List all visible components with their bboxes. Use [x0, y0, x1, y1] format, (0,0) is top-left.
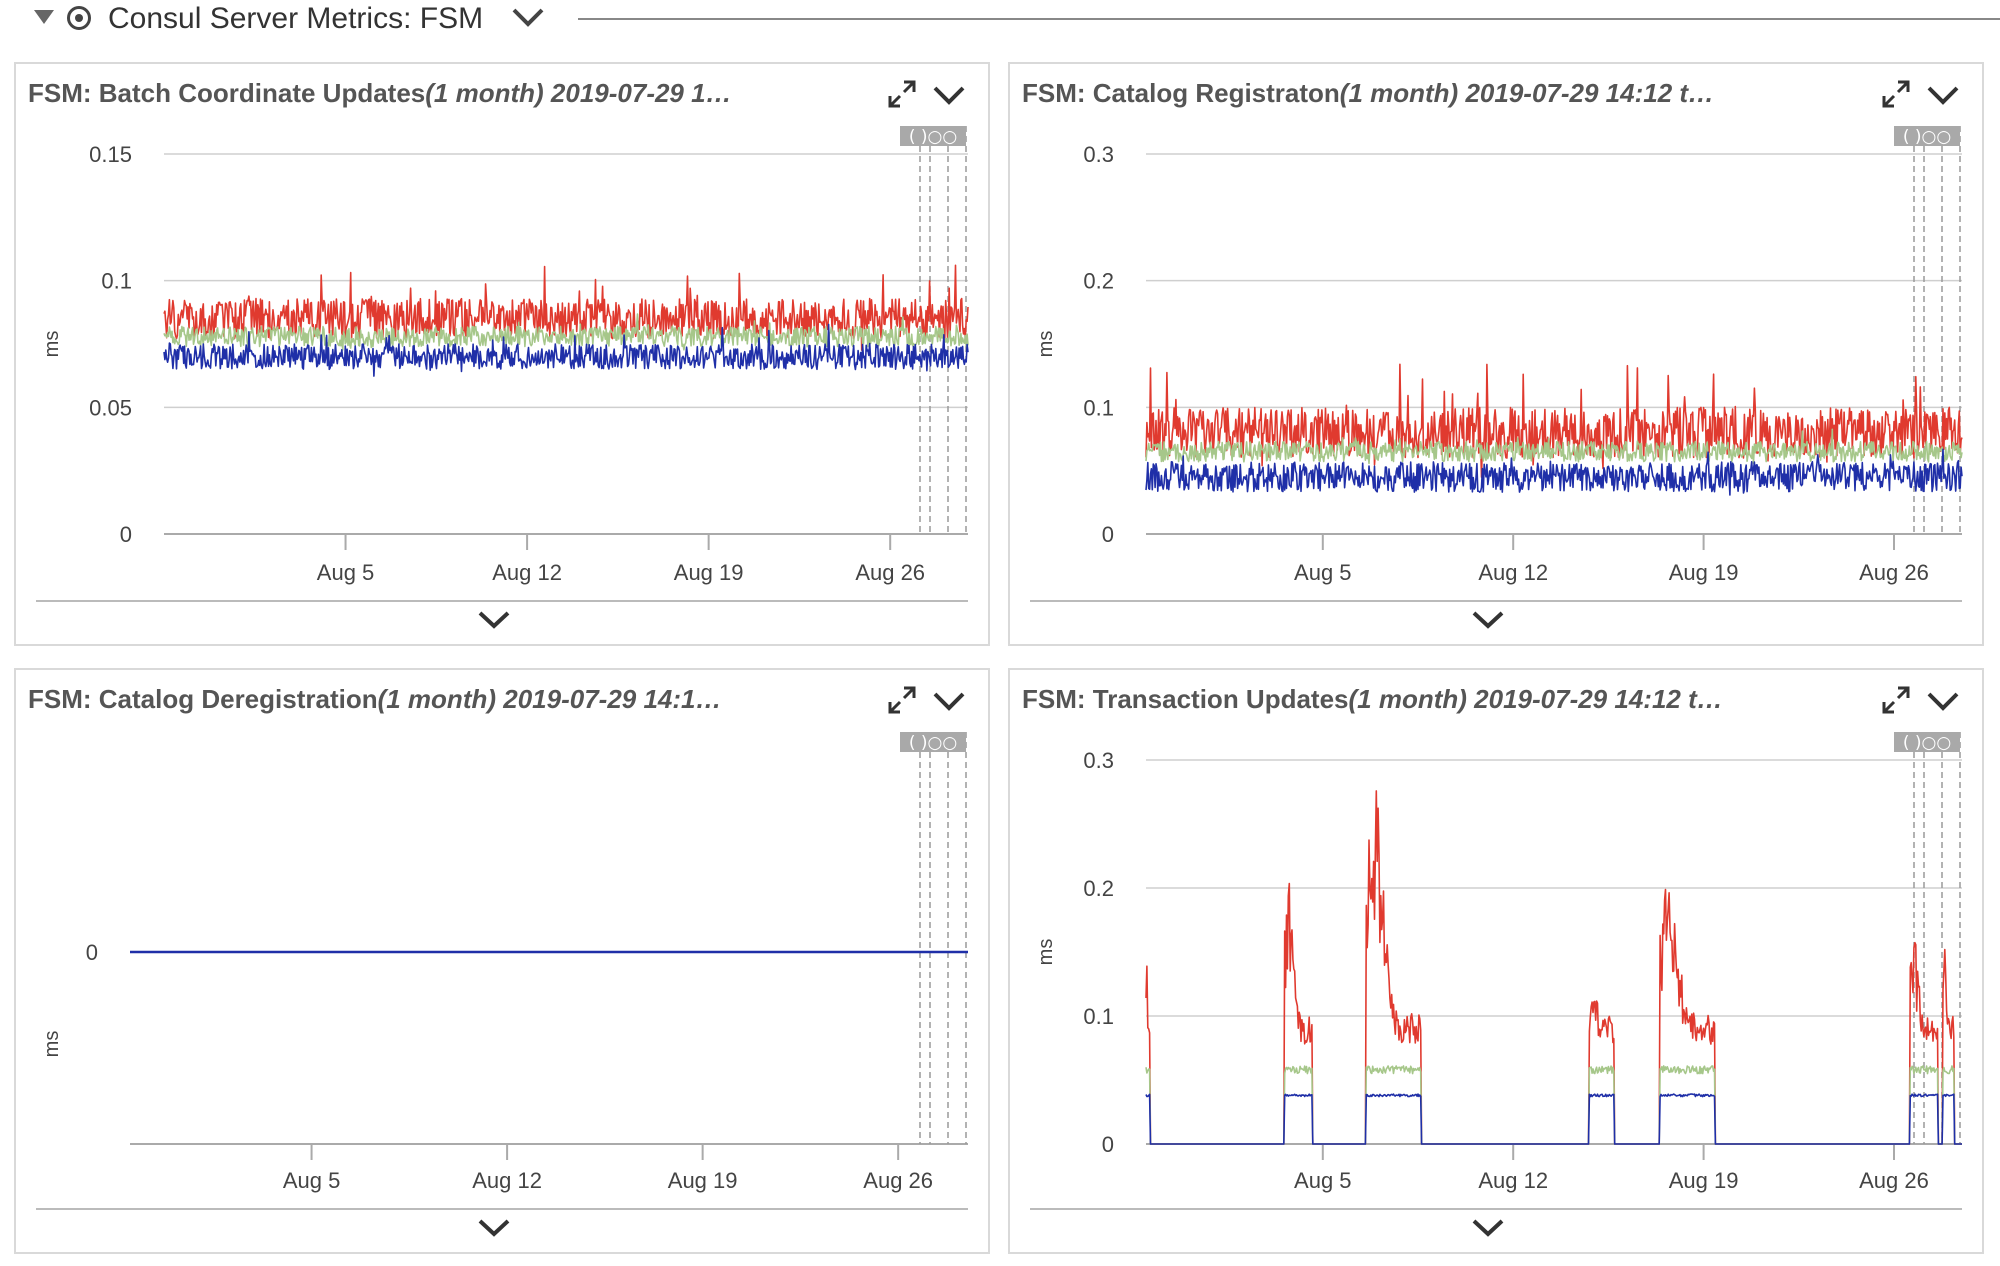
series-line-blue [1145, 448, 1963, 496]
chevron-down-icon[interactable] [1471, 610, 1505, 630]
annotation-badge-label: ( )○○ [1903, 733, 1951, 753]
series-line-blue [1145, 1093, 1962, 1145]
y-tick-label: 0.15 [89, 142, 132, 167]
y-tick-label: 0.1 [1083, 395, 1114, 420]
panel-footer-divider [36, 1208, 968, 1210]
panel-title: FSM: Catalog Deregistration(1 month) 201… [28, 684, 722, 715]
collapse-triangle-icon[interactable] [34, 10, 54, 24]
chevron-down-icon[interactable] [510, 4, 546, 30]
chart-panel-transaction-updates: FSM: Transaction Updates(1 month) 2019-0… [1008, 668, 1984, 1254]
y-tick-label: 0 [1102, 522, 1114, 547]
series-line-red [1145, 363, 1963, 478]
chart-panel-batch-coordinate-updates: FSM: Batch Coordinate Updates(1 month) 2… [14, 62, 990, 646]
expand-icon[interactable] [1880, 78, 1912, 110]
panel-title-range: (1 month) 2019-07-29 14:1… [377, 684, 722, 714]
chart-panel-catalog-deregistration: FSM: Catalog Deregistration(1 month) 201… [14, 668, 990, 1254]
x-tick-label: Aug 19 [668, 1168, 738, 1193]
expand-icon[interactable] [886, 684, 918, 716]
chart-plot[interactable]: 0 0.1 0.2 0.3 Aug 5 Aug 12 Aug 19 Aug 26 ms ( )○○ [1010, 670, 1986, 1256]
x-tick-label: Aug 26 [863, 1168, 933, 1193]
annotation-badge[interactable] [1894, 126, 1960, 146]
chevron-down-icon[interactable] [477, 610, 511, 630]
annotation-badge-label: ( )○○ [1903, 127, 1951, 147]
section-divider [578, 18, 2000, 20]
annotation-badge-label: ( )○○ [909, 733, 957, 753]
series-line-green [1145, 1065, 1962, 1145]
x-tick-label: Aug 26 [1859, 1168, 1929, 1193]
series-line-blue [163, 323, 969, 377]
y-axis-title: ms [41, 1031, 63, 1058]
y-tick-label: 0.3 [1083, 142, 1114, 167]
series-line-red [1145, 790, 1962, 1145]
annotation-badge[interactable] [1894, 732, 1960, 752]
x-tick-label: Aug 19 [674, 560, 744, 585]
panel-footer-divider [1030, 600, 1962, 602]
panel-title: FSM: Batch Coordinate Updates(1 month) 2… [28, 78, 732, 109]
y-tick-label: 0 [120, 522, 132, 547]
y-tick-label: 0.3 [1083, 748, 1114, 773]
panel-title: FSM: Transaction Updates(1 month) 2019-0… [1022, 684, 1723, 715]
panel-footer-divider [36, 600, 968, 602]
x-tick-label: Aug 12 [1478, 1168, 1548, 1193]
series-line-green [1145, 428, 1963, 465]
annotation-badge[interactable] [900, 732, 966, 752]
panel-title-metric: FSM: Batch Coordinate Updates [28, 78, 426, 108]
x-tick-label: Aug 12 [492, 560, 562, 585]
y-tick-label: 0 [86, 940, 98, 965]
x-tick-label: Aug 19 [1669, 1168, 1739, 1193]
x-tick-label: Aug 5 [1294, 1168, 1352, 1193]
y-tick-label: 0.1 [101, 269, 132, 294]
section-title: Consul Server Metrics: FSM [108, 2, 484, 35]
y-axis-title: ms [1035, 939, 1057, 966]
x-tick-label: Aug 26 [855, 560, 925, 585]
x-tick-label: Aug 5 [283, 1168, 341, 1193]
panel-title-metric: FSM: Transaction Updates [1022, 684, 1349, 714]
panel-title-range: (1 month) 2019-07-29 14:12 t… [1339, 78, 1715, 108]
chevron-down-icon[interactable] [1926, 84, 1960, 106]
x-tick-label: Aug 5 [317, 560, 375, 585]
annotation-badge[interactable] [900, 126, 966, 146]
chevron-down-icon[interactable] [477, 1218, 511, 1238]
chart-plot[interactable]: 0 Aug 5 Aug 12 Aug 19 Aug 26 ms ( )○○ [16, 670, 992, 1256]
chevron-down-icon[interactable] [1926, 690, 1960, 712]
chart-plot[interactable]: 0 0.05 0.1 0.15 Aug 5 Aug 12 Aug 19 Aug 26 ms ( )… [16, 64, 992, 648]
y-axis-title: ms [1035, 331, 1057, 358]
y-tick-label: 0.05 [89, 395, 132, 420]
radio-selected-icon[interactable] [67, 6, 91, 30]
y-tick-label: 0.2 [1083, 269, 1114, 294]
y-axis-title: ms [41, 331, 63, 358]
x-tick-label: Aug 12 [472, 1168, 542, 1193]
x-tick-label: Aug 12 [1478, 560, 1548, 585]
y-tick-label: 0.1 [1083, 1004, 1114, 1029]
chevron-down-icon[interactable] [932, 690, 966, 712]
chart-panel-catalog-registration: FSM: Catalog Registraton(1 month) 2019-0… [1008, 62, 1984, 646]
panel-title-range: (1 month) 2019-07-29 14:12 t… [1348, 684, 1723, 714]
panel-title-metric: FSM: Catalog Deregistration [28, 684, 378, 714]
expand-icon[interactable] [886, 78, 918, 110]
x-tick-label: Aug 19 [1669, 560, 1739, 585]
x-tick-label: Aug 26 [1859, 560, 1929, 585]
chart-plot[interactable]: 0 0.1 0.2 0.3 Aug 5 Aug 12 Aug 19 Aug 26 ms ( )○○ [1010, 64, 1986, 648]
chevron-down-icon[interactable] [932, 84, 966, 106]
panel-title: FSM: Catalog Registraton(1 month) 2019-0… [1022, 78, 1714, 109]
series-line-green [163, 313, 969, 351]
chevron-down-icon[interactable] [1471, 1218, 1505, 1238]
y-tick-label: 0.2 [1083, 876, 1114, 901]
panel-footer-divider [1030, 1208, 1962, 1210]
panel-title-range: (1 month) 2019-07-29 1… [425, 78, 732, 108]
y-tick-label: 0 [1102, 1132, 1114, 1157]
expand-icon[interactable] [1880, 684, 1912, 716]
section-header: Consul Server Metrics: FSM [0, 0, 2000, 40]
panel-title-metric: FSM: Catalog Registraton [1022, 78, 1340, 108]
x-tick-label: Aug 5 [1294, 560, 1352, 585]
annotation-badge-label: ( )○○ [909, 127, 957, 147]
